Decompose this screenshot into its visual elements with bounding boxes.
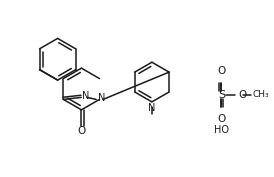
Text: S: S bbox=[218, 90, 225, 100]
Text: O: O bbox=[217, 114, 226, 124]
Text: N: N bbox=[98, 93, 105, 103]
Text: O: O bbox=[238, 90, 246, 100]
Text: CH₃: CH₃ bbox=[252, 90, 269, 99]
Text: N: N bbox=[82, 92, 90, 101]
Text: HO: HO bbox=[214, 125, 229, 135]
Text: O: O bbox=[77, 126, 85, 136]
Text: O: O bbox=[217, 66, 226, 76]
Text: N: N bbox=[148, 103, 156, 113]
